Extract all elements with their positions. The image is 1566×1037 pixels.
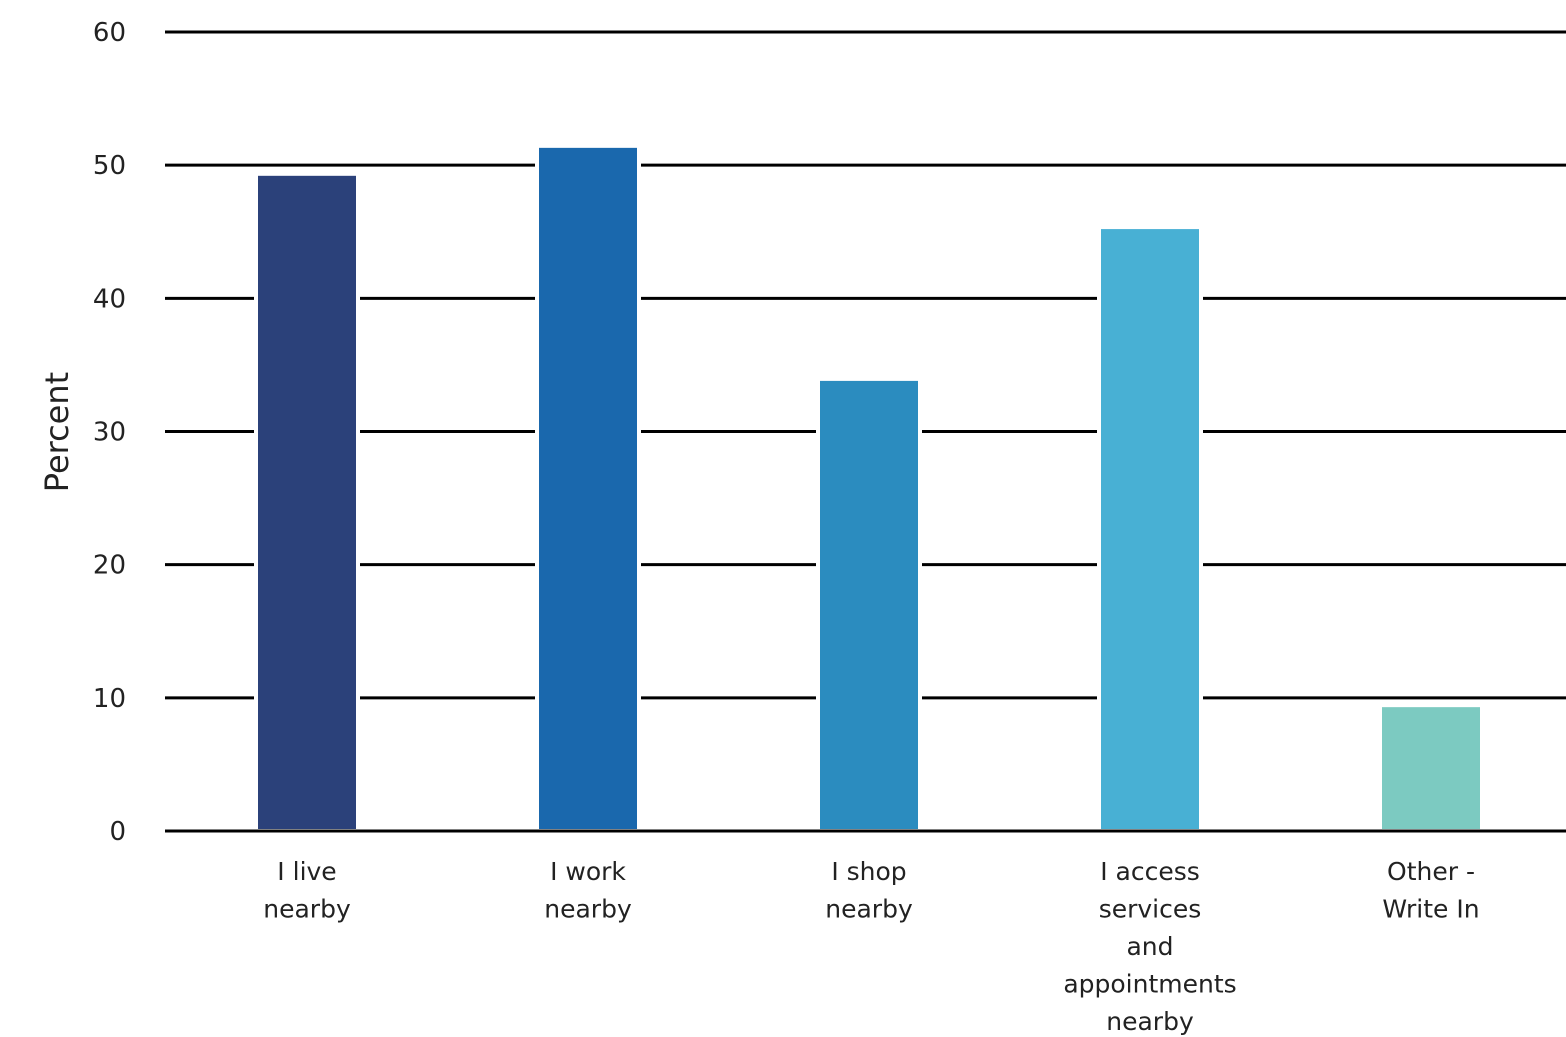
y-tick-label: 50 — [93, 151, 126, 181]
y-tick-label: 20 — [93, 551, 126, 581]
category-label-3: I access services and appointments nearby — [1063, 857, 1236, 1036]
y-tick-label: 40 — [93, 284, 126, 314]
category-label-0: I live nearby — [263, 857, 351, 924]
y-tick-label: 30 — [93, 418, 126, 448]
category-label-4: Other -Write In — [1382, 857, 1479, 924]
bars — [165, 144, 1566, 833]
bar-3 — [1101, 229, 1199, 829]
category-label-2: I shop nearby — [825, 857, 913, 924]
y-tick-label: 0 — [109, 817, 126, 847]
bar-2 — [820, 380, 918, 829]
bar-1 — [539, 147, 637, 830]
bar-0 — [258, 175, 356, 829]
y-axis-tick-labels: 0 10 20 30 40 50 60 — [93, 18, 126, 847]
bar-4 — [1382, 707, 1480, 829]
y-axis-title: Percent — [38, 372, 76, 492]
y-tick-label: 60 — [93, 18, 126, 48]
category-label-1: I work nearby — [544, 857, 632, 924]
y-tick-label: 10 — [93, 684, 126, 714]
x-axis-category-labels: I live nearby I work nearby I shop nearby I ac… — [263, 857, 1479, 1036]
